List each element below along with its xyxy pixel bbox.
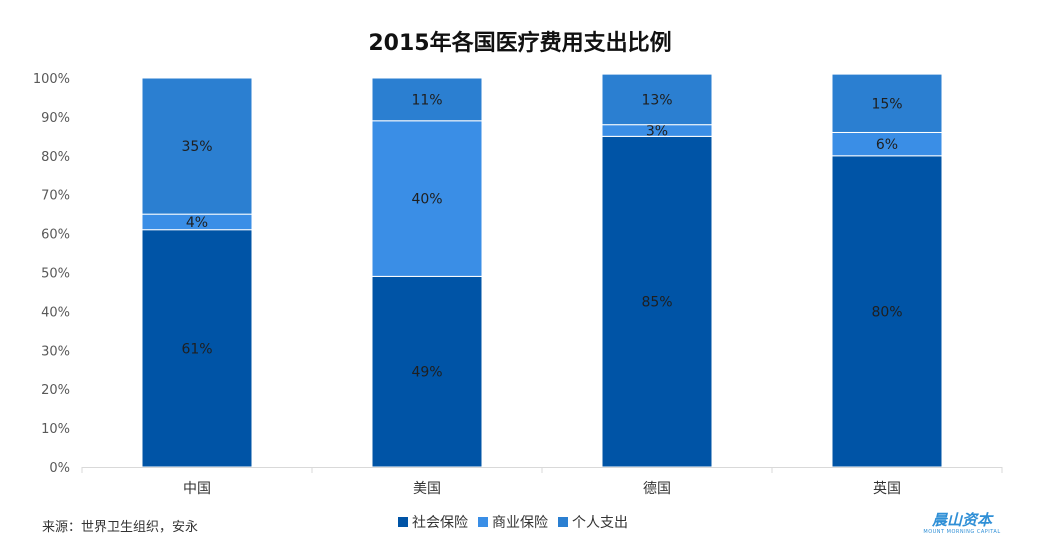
legend-swatch — [398, 517, 408, 527]
legend-label: 商业保险 — [492, 515, 548, 531]
y-tick-label: 10% — [41, 422, 70, 437]
bar-segment — [371, 120, 483, 277]
bar-segment — [371, 275, 483, 468]
bar-segment — [371, 77, 483, 122]
category-label: 中国 — [183, 481, 211, 497]
bar-segment — [141, 229, 253, 468]
data-label: 4% — [186, 215, 208, 231]
category-label: 美国 — [413, 481, 441, 497]
bar-segment — [601, 73, 713, 126]
legend-swatch — [558, 517, 568, 527]
data-label: 35% — [181, 139, 212, 155]
legend-label: 个人支出 — [572, 515, 628, 531]
y-tick-label: 90% — [41, 111, 70, 126]
data-label: 85% — [641, 295, 672, 311]
x-axis: 中国 美国 德国 英国 — [81, 467, 1003, 497]
y-tick-label: 0% — [49, 461, 70, 476]
y-axis: 0% 10% 20% 30% 40% 50% 60% 70% 80% 90% 100% — [33, 72, 70, 476]
data-label: 13% — [641, 92, 672, 108]
logo: 晨山资本 MOUNT MORNING CAPITAL — [923, 511, 1000, 535]
bar-segment — [601, 135, 713, 468]
logo-text: 晨山资本 — [931, 511, 994, 529]
data-label: 15% — [871, 96, 902, 112]
category-label: 英国 — [873, 480, 901, 497]
data-label: 40% — [411, 192, 442, 208]
y-tick-label: 80% — [41, 150, 70, 165]
y-tick-label: 60% — [41, 228, 70, 243]
legend-swatch — [478, 517, 488, 527]
legend-label: 社会保险 — [412, 515, 468, 531]
y-tick-label: 50% — [41, 267, 70, 282]
logo-subtext: MOUNT MORNING CAPITAL — [923, 529, 1000, 535]
category-label: 德国 — [643, 481, 671, 497]
y-tick-label: 30% — [41, 344, 70, 359]
data-label: 3% — [646, 124, 668, 140]
bars: 61% 4% 35% 49% 40% 11% 85% 3% 13% 80% 6% 15% — [141, 73, 943, 468]
y-tick-label: 70% — [41, 189, 70, 204]
legend: 社会保险 商业保险 个人支出 — [398, 515, 628, 531]
data-label: 49% — [411, 365, 442, 381]
chart-title: 2015年各国医疗费用支出比例 — [368, 30, 671, 56]
bar-segment — [831, 73, 943, 133]
source-note: 来源：世界卫生组织，安永 — [42, 520, 198, 535]
data-label: 80% — [871, 304, 902, 320]
y-tick-label: 40% — [41, 305, 70, 320]
data-label: 6% — [876, 137, 898, 153]
y-tick-label: 100% — [33, 72, 70, 87]
bar-segment — [141, 77, 253, 215]
data-label: 61% — [181, 341, 212, 357]
y-tick-label: 20% — [41, 383, 70, 398]
data-label: 11% — [411, 92, 442, 108]
